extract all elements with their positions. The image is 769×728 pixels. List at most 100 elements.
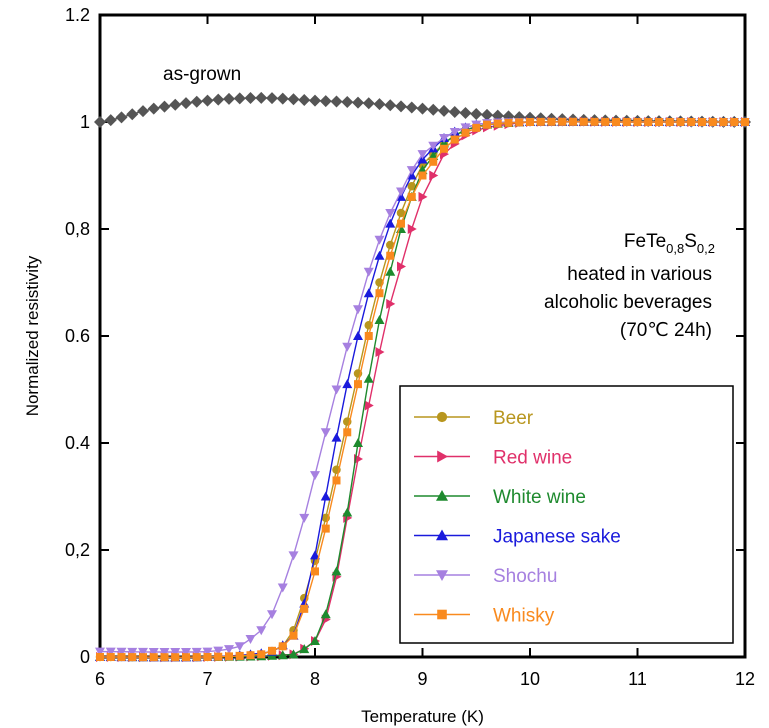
legend-marker	[436, 529, 448, 541]
legend-label: White wine	[493, 487, 586, 508]
data-point	[439, 134, 449, 144]
data-point	[139, 653, 147, 662]
data-point	[180, 97, 192, 110]
data-point	[332, 476, 341, 485]
series-group	[94, 91, 751, 663]
data-point	[105, 647, 116, 657]
data-point	[310, 550, 320, 560]
data-point	[493, 119, 502, 128]
data-point	[255, 91, 268, 104]
data-point	[396, 208, 406, 218]
data-point	[190, 95, 203, 108]
data-point	[310, 471, 320, 481]
data-point	[450, 135, 459, 144]
data-point	[687, 118, 696, 126]
data-point	[256, 626, 267, 636]
x-tick-label: 6	[95, 669, 105, 689]
data-point	[384, 99, 397, 112]
data-point	[320, 491, 331, 501]
data-point	[536, 117, 545, 126]
data-point	[579, 117, 588, 126]
data-point	[374, 314, 385, 324]
data-point	[278, 642, 287, 651]
data-point	[212, 93, 225, 106]
data-point	[633, 118, 642, 126]
axes: 6 7 8 9 10 11 12 0 0,2 0.4 0.6 0,8 1 1.2	[65, 5, 755, 689]
annotation-line-3: alcoholic beverages	[544, 292, 712, 313]
formula-subscript-1: 0,8	[666, 241, 684, 256]
data-point	[300, 604, 309, 613]
x-tick-label: 8	[310, 669, 320, 689]
data-point	[148, 647, 159, 657]
data-point	[676, 118, 685, 126]
data-point	[385, 208, 396, 218]
data-point	[418, 191, 428, 202]
data-point	[461, 128, 470, 137]
legend-item-shochu: Shochu	[414, 566, 557, 587]
annotation-line-4: (70℃ 24h)	[620, 320, 712, 341]
data-point	[741, 118, 749, 126]
data-point	[481, 108, 493, 121]
data-point	[268, 646, 276, 655]
data-point	[590, 117, 599, 126]
data-point	[515, 118, 524, 127]
data-point	[235, 651, 244, 660]
data-point	[342, 507, 353, 517]
data-point	[158, 100, 171, 113]
data-point	[407, 181, 416, 191]
data-point	[407, 224, 417, 234]
data-point	[115, 111, 128, 124]
data-point	[288, 551, 299, 561]
data-point	[417, 150, 428, 160]
data-point	[169, 98, 182, 111]
data-point	[342, 379, 353, 389]
data-point	[171, 653, 180, 662]
data-point	[95, 647, 105, 657]
data-point	[224, 645, 234, 655]
data-point	[96, 653, 104, 661]
data-point	[331, 432, 342, 442]
data-point	[126, 108, 139, 121]
legend-label: Whisky	[493, 606, 555, 627]
data-point	[234, 642, 245, 652]
data-point	[504, 118, 513, 127]
data-point	[622, 117, 631, 126]
data-point	[331, 566, 342, 576]
data-point	[321, 524, 330, 533]
data-point	[104, 114, 117, 127]
data-point	[298, 93, 311, 106]
data-point	[429, 170, 439, 181]
data-point	[440, 144, 448, 153]
data-point	[407, 192, 416, 201]
x-tick-label: 9	[417, 669, 427, 689]
data-point	[244, 92, 257, 105]
data-point	[429, 157, 438, 166]
data-point	[665, 118, 674, 126]
legend-item-japanese-sake: Japanese sake	[414, 527, 621, 548]
data-point	[192, 653, 201, 662]
data-point	[708, 118, 717, 126]
x-tick-label: 11	[628, 669, 647, 689]
data-point	[397, 261, 406, 272]
legend-item-beer: Beer	[414, 408, 534, 429]
legend-item-white-wine: White wine	[414, 487, 586, 508]
y-tick-label: 0	[80, 647, 90, 667]
y-axis-title: Normalized resistivity	[23, 255, 42, 416]
legend-marker	[436, 570, 448, 581]
legend: Beer Red wine White wine Japanese sake Shoch…	[399, 385, 734, 644]
data-point	[299, 644, 310, 654]
data-point	[127, 647, 138, 657]
data-point	[137, 105, 149, 118]
data-point	[526, 118, 534, 126]
data-point	[245, 634, 256, 644]
data-point	[223, 92, 235, 105]
data-point	[331, 385, 342, 395]
legend-marker	[437, 450, 448, 463]
data-point	[320, 428, 331, 438]
data-point	[353, 331, 363, 340]
data-point	[128, 653, 137, 662]
data-point	[201, 94, 214, 107]
annotation-line-2: heated in various	[567, 264, 712, 285]
data-point	[364, 400, 374, 411]
